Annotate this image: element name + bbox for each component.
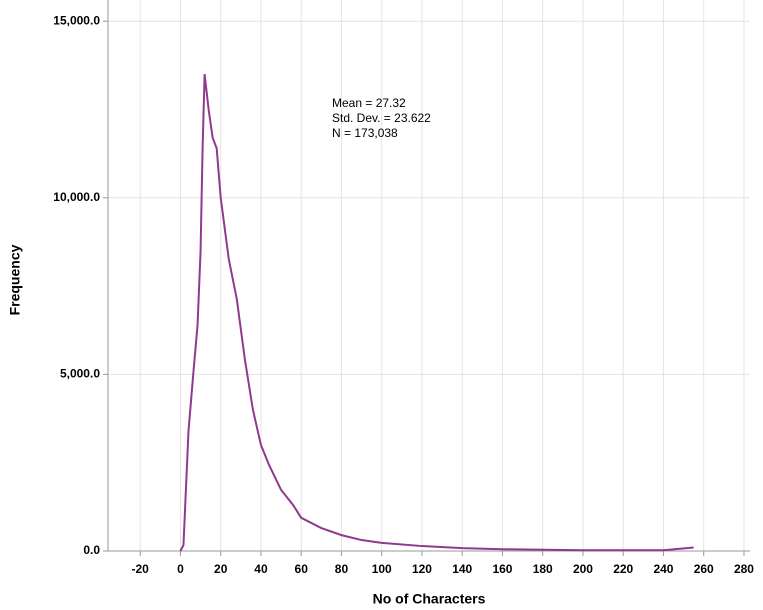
annotation: N = 173,038	[332, 126, 398, 140]
y-tick-label: 5,000.0	[60, 367, 100, 381]
x-tick-label: 160	[492, 562, 512, 576]
x-tick-label: 260	[694, 562, 714, 576]
x-tick-label: 220	[613, 562, 633, 576]
y-tick-label: 10,000.0	[53, 190, 100, 204]
x-tick-label: 40	[254, 562, 268, 576]
x-axis-title: No of Characters	[373, 591, 486, 607]
annotation: Std. Dev. = 23.622	[332, 111, 431, 125]
x-tick-label: 60	[295, 562, 309, 576]
x-tick-label: 0	[177, 562, 184, 576]
x-tick-label: -20	[132, 562, 150, 576]
x-tick-label: 120	[412, 562, 432, 576]
y-tick-label: 0.0	[83, 543, 100, 557]
x-tick-label: 180	[533, 562, 553, 576]
line	[179, 74, 694, 552]
y-tick-label: 15,000.0	[53, 13, 100, 27]
annotation: Mean = 27.32	[332, 96, 406, 110]
plot-area	[108, 0, 750, 551]
x-tick-label: 80	[335, 562, 349, 576]
y-axis-title: Frequency	[7, 244, 23, 315]
x-tick-label: 20	[214, 562, 228, 576]
x-tick-label: 240	[653, 562, 673, 576]
x-tick-label: 200	[573, 562, 593, 576]
x-tick-label: 280	[734, 562, 754, 576]
grid	[108, 0, 750, 552]
x-tick-label: 100	[372, 562, 392, 576]
x-tick-label: 140	[452, 562, 472, 576]
